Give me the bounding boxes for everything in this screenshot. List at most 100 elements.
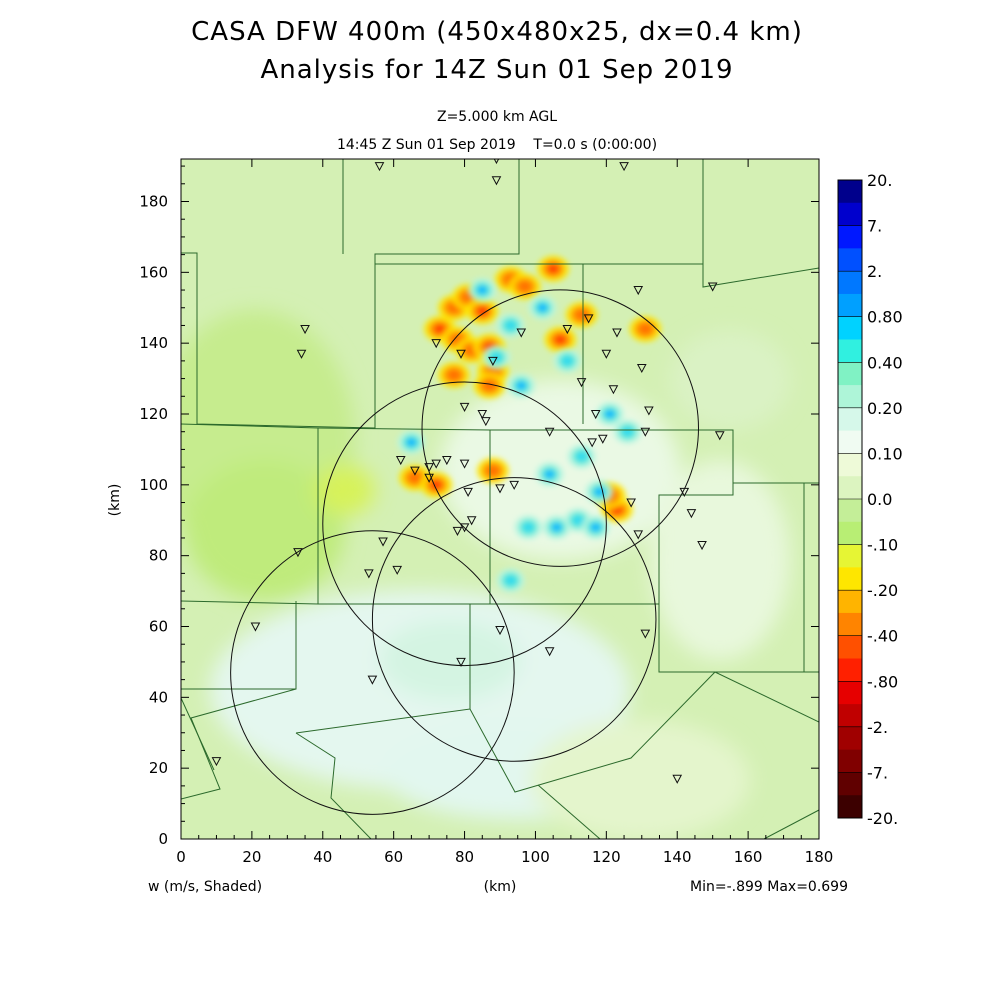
time-label: 14:45 Z Sun 01 Sep 2019 T=0.0 s (0:00:00… (337, 137, 657, 153)
colorbar-swatch (838, 726, 862, 751)
x-tick-label: 60 (384, 848, 403, 866)
downdraft-core (581, 515, 610, 540)
chart-title-analysis: Analysis for 14Z Sun 01 Sep 2019 (260, 55, 733, 85)
x-axis: 0 20 40 60 80 100 120 140 160 180 (176, 159, 833, 866)
station-marker (300, 325, 310, 335)
x-tick-label: 20 (242, 848, 261, 866)
station-marker (509, 480, 520, 490)
y-tick-label: 20 (149, 759, 168, 777)
station-marker (477, 410, 488, 420)
station-marker (495, 626, 505, 636)
downdraft-features (397, 278, 642, 593)
downdraft-core (468, 278, 497, 303)
downdraft-core (496, 313, 525, 338)
station-marker (378, 537, 388, 547)
station-marker (608, 385, 619, 395)
colorbar-swatch (838, 385, 862, 409)
station-marker (597, 434, 608, 444)
station-marker (293, 548, 303, 558)
station-marker (456, 349, 466, 359)
station-markers (211, 159, 725, 784)
downdraft-core (542, 515, 571, 540)
colorbar-swatch (838, 362, 862, 386)
station-marker (686, 509, 697, 519)
colorbar-label: 7. (867, 217, 882, 236)
colorbar-label: -.80 (867, 672, 898, 691)
station-marker (516, 328, 527, 338)
radar-ring (230, 530, 515, 815)
x-tick-label: 40 (313, 848, 332, 866)
downdraft-core (514, 515, 543, 540)
colorbar-swatch (838, 225, 862, 249)
station-marker (633, 286, 644, 296)
station-marker (672, 774, 683, 784)
colorbar-label: 0.20 (867, 399, 903, 418)
colorbar-swatch (838, 635, 862, 659)
colorbar-label: 20. (867, 171, 892, 190)
updraft-core (537, 255, 570, 282)
station-marker (442, 456, 452, 466)
colorbar-label: -20. (867, 809, 898, 828)
updraft-core (508, 273, 541, 300)
level-label: Z=5.000 km AGL (437, 109, 557, 125)
colorbar-swatch (838, 271, 862, 295)
downdraft-core (585, 479, 614, 504)
station-marker (211, 757, 222, 767)
station-marker (562, 325, 573, 335)
station-marker (452, 526, 463, 536)
station-marker (463, 487, 473, 497)
station-marker (456, 657, 466, 667)
station-marker (619, 162, 629, 172)
colorbar-label: -.40 (867, 627, 898, 646)
x-tick-label: 180 (805, 848, 834, 866)
colorbar-swatch (838, 476, 862, 500)
colorbar-labels: 20. 7. 2. 0.80 0.40 0.20 0.10 0.0 -.10 -.20 -.40 -.… (838, 171, 903, 828)
station-marker (590, 410, 601, 420)
colorbar-swatch (838, 499, 862, 523)
y-tick-label: 100 (139, 476, 168, 494)
station-marker (459, 459, 470, 469)
x-tick-label: 160 (734, 848, 763, 866)
colorbar-label: -.10 (867, 536, 898, 555)
station-marker (374, 162, 385, 172)
x-tick-label: 0 (176, 848, 186, 866)
station-marker (431, 459, 442, 469)
station-marker (644, 406, 654, 416)
station-marker (601, 349, 612, 359)
station-marker (364, 569, 374, 579)
colorbar-swatch (838, 795, 862, 819)
station-marker (583, 314, 594, 324)
colorbar-label: 2. (867, 262, 882, 281)
radar-ring (371, 477, 657, 762)
downdraft-core (595, 402, 624, 426)
colorbar-label: 0.40 (867, 353, 903, 372)
station-marker (431, 339, 442, 349)
station-marker (410, 466, 420, 476)
downdraft-core (567, 444, 596, 469)
station-marker (367, 675, 378, 685)
station-marker (296, 349, 307, 359)
station-marker (491, 176, 502, 186)
x-tick-label: 100 (521, 848, 550, 866)
colorbar-swatch (838, 681, 862, 705)
colorbar (837, 179, 863, 819)
y-tick-label: 0 (158, 830, 168, 848)
colorbar-label: -2. (867, 718, 888, 737)
station-marker (466, 516, 477, 526)
colorbar-swatch (838, 567, 862, 591)
colorbar-swatch (838, 407, 862, 432)
updraft-core (476, 457, 509, 484)
colorbar-swatch (838, 521, 862, 545)
chart-title: CASA DFW 400m (450x480x25, dx=0.4 km) (191, 17, 803, 47)
station-marker (636, 363, 647, 374)
colorbar-label: -7. (867, 763, 888, 782)
colorbar-swatch (838, 772, 862, 796)
y-tick-label: 180 (139, 193, 168, 211)
updraft-core (544, 326, 577, 353)
plot-area (181, 159, 819, 839)
station-marker (544, 647, 555, 657)
radar-ring (322, 381, 607, 667)
colorbar-swatch (838, 590, 862, 614)
downdraft-core (397, 430, 426, 455)
station-marker (707, 282, 718, 292)
